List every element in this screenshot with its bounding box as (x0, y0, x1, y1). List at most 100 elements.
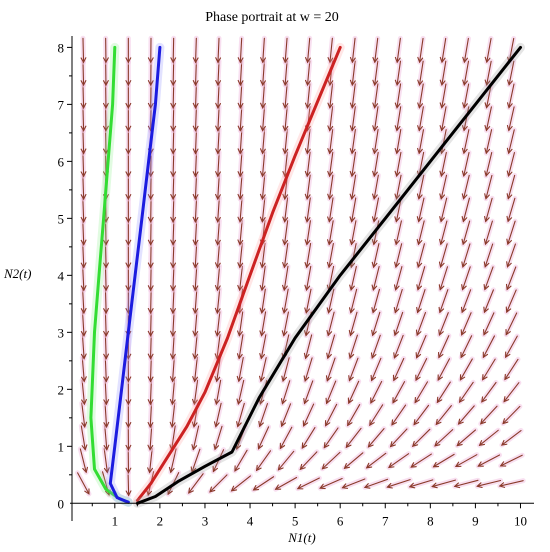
field-arrow (394, 127, 404, 156)
field-arrow (349, 127, 358, 156)
field-arrow (235, 400, 247, 430)
field-arrow (80, 126, 87, 156)
field-arrow (170, 172, 177, 202)
field-arrow (416, 127, 426, 156)
field-arrow (125, 240, 132, 270)
field-arrow (416, 58, 426, 88)
field-arrow (483, 172, 495, 202)
field-arrow (125, 354, 132, 384)
field-arrow (75, 470, 92, 497)
field-arrow (103, 218, 109, 248)
field-arrow (237, 58, 245, 88)
field-arrow (147, 423, 155, 453)
field-arrow (79, 400, 88, 430)
field-arrow (101, 446, 110, 475)
field-arrow (370, 309, 383, 338)
field-arrow (394, 35, 403, 65)
field-arrow (392, 287, 405, 315)
field-arrow (214, 263, 223, 293)
field-arrow (192, 286, 200, 316)
field-arrow (501, 380, 522, 405)
field-arrow (125, 126, 132, 156)
field-arrow (326, 286, 337, 316)
x-tick-label: 7 (382, 513, 389, 528)
field-arrow (299, 425, 318, 451)
field-arrow (415, 264, 428, 293)
field-arrow (147, 377, 154, 407)
field-arrow (436, 310, 451, 338)
field-arrow (372, 104, 381, 134)
field-arrow (393, 195, 404, 225)
field-arrow (170, 332, 177, 362)
field-arrow (484, 35, 494, 65)
field-arrow (102, 309, 109, 339)
field-arrow (125, 172, 132, 202)
field-arrow (215, 149, 222, 179)
field-arrow (259, 149, 268, 179)
field-arrow (147, 58, 154, 88)
vector-field (75, 35, 526, 498)
field-arrow (414, 333, 429, 361)
field-arrow (170, 286, 177, 316)
field-arrow (438, 149, 449, 179)
field-arrow (125, 35, 132, 65)
field-arrow (103, 240, 109, 270)
field-arrow (301, 401, 317, 429)
field-arrow (237, 218, 245, 248)
field-arrow (236, 309, 246, 339)
field-arrow (170, 195, 177, 225)
field-arrow (192, 263, 200, 293)
field-arrow (483, 195, 495, 224)
y-tick-label: 7 (58, 97, 65, 112)
field-arrow (460, 241, 473, 270)
field-arrow (388, 426, 410, 450)
field-arrow (214, 240, 222, 270)
y-tick-label: 3 (58, 325, 65, 340)
field-arrow (460, 218, 473, 247)
field-arrow (147, 35, 154, 65)
field-arrow (433, 403, 454, 427)
field-arrow (80, 58, 87, 88)
field-arrow (413, 356, 430, 383)
field-arrow (327, 104, 336, 134)
field-arrow (282, 195, 291, 225)
field-arrow (282, 218, 291, 248)
field-arrow (147, 81, 154, 111)
field-arrow (392, 309, 406, 338)
field-arrow (324, 378, 339, 406)
field-arrow (415, 218, 427, 247)
field-arrow (236, 355, 246, 384)
field-arrow (191, 377, 201, 407)
field-arrow (302, 378, 316, 406)
field-arrow (324, 355, 338, 384)
field-arrow (189, 446, 203, 475)
field-arrow (347, 309, 360, 338)
field-arrow (304, 127, 313, 156)
field-arrow (212, 423, 225, 452)
field-arrow (482, 264, 496, 292)
field-arrow (80, 286, 87, 316)
field-arrow (273, 474, 300, 492)
field-arrow (506, 104, 517, 133)
field-arrow (215, 35, 222, 65)
field-arrow (102, 58, 109, 88)
field-arrow (369, 332, 383, 361)
field-arrow (327, 149, 336, 179)
field-arrow (362, 476, 391, 490)
field-arrow (79, 354, 87, 384)
field-arrow (259, 172, 268, 202)
field-arrow (304, 149, 313, 179)
field-arrow (102, 354, 110, 384)
field-arrow (411, 402, 432, 428)
field-arrow (498, 452, 525, 469)
field-arrow (170, 149, 177, 179)
field-arrow (506, 127, 517, 156)
field-arrow (412, 379, 430, 405)
field-arrow (192, 354, 200, 384)
field-arrow (459, 287, 474, 315)
field-arrow (438, 195, 450, 224)
field-arrow (215, 81, 222, 111)
field-arrow (327, 81, 336, 111)
field-arrow (102, 400, 110, 430)
